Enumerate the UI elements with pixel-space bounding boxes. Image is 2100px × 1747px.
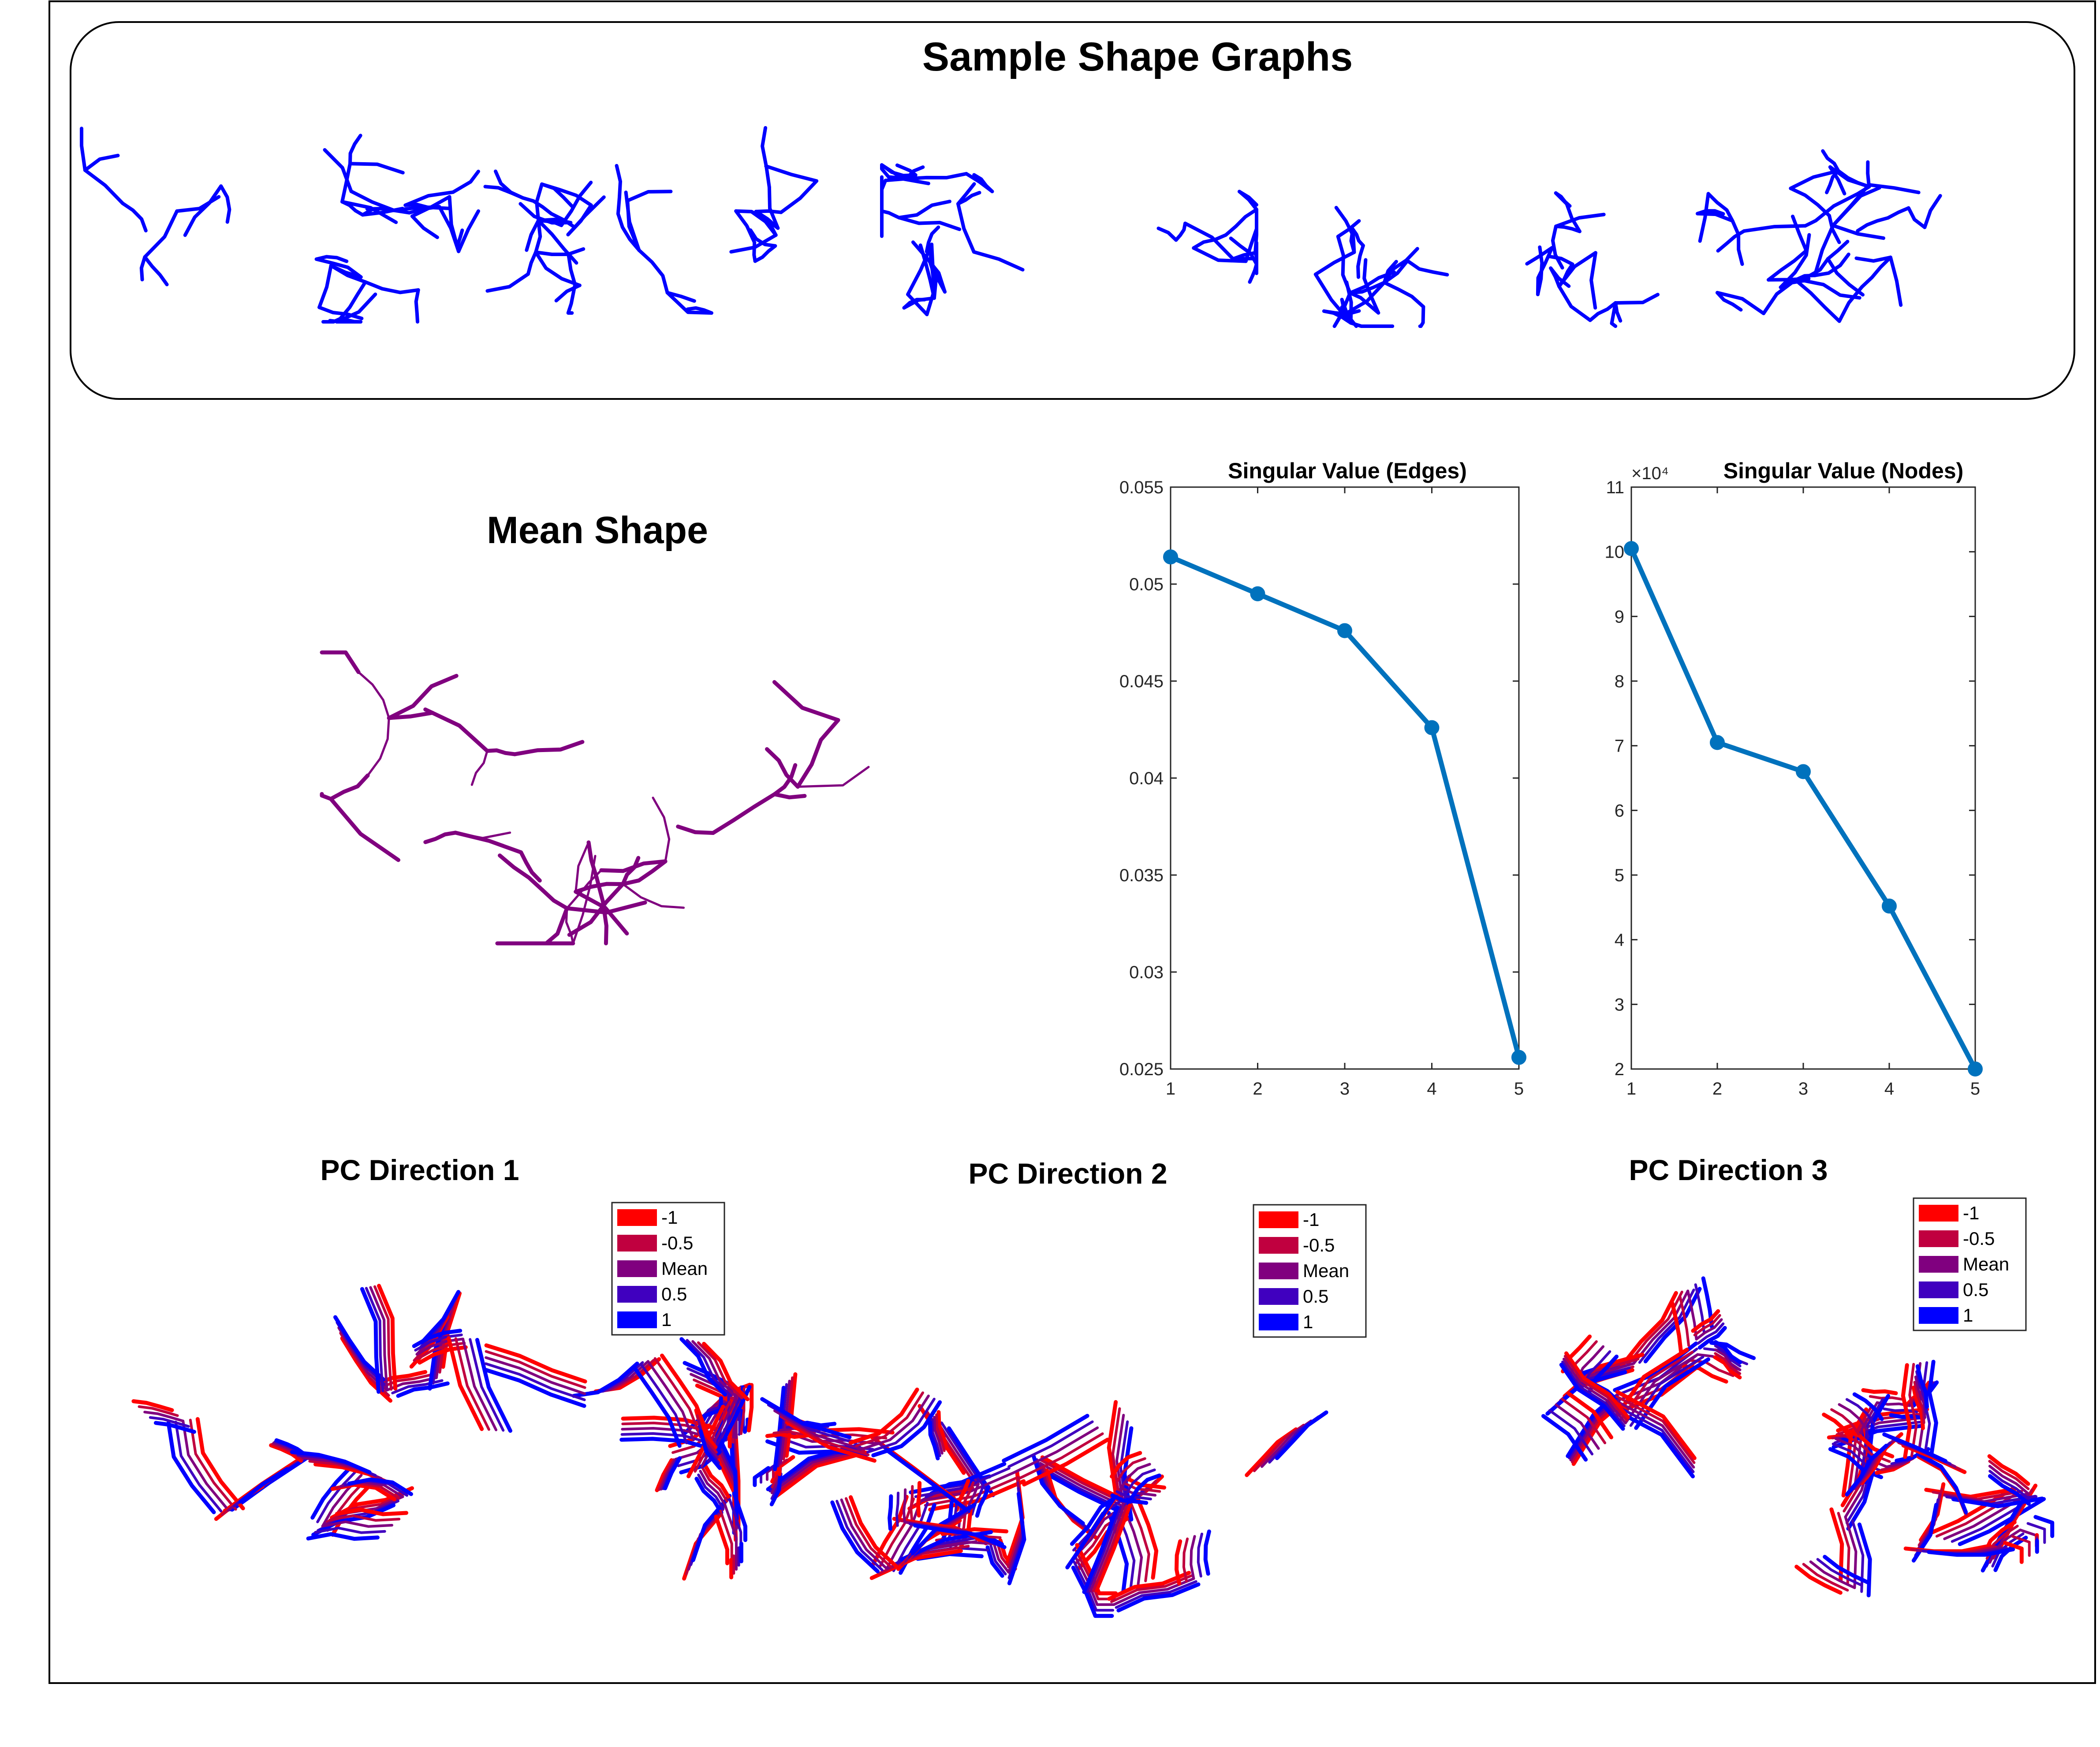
- pc3-title: PC Direction 3: [1629, 1154, 1828, 1186]
- legend-label: 0.5: [1963, 1279, 1988, 1300]
- legend-swatch: [617, 1235, 657, 1252]
- legend-label: 0.5: [661, 1284, 687, 1304]
- mean-title: Mean Shape: [487, 509, 708, 551]
- y-tick-label: 8: [1615, 672, 1624, 691]
- y-tick-label: 0.035: [1119, 866, 1164, 885]
- samples-panel-frame: [70, 21, 2075, 400]
- y-tick-label: 0.03: [1129, 963, 1164, 982]
- legend-label: 1: [1963, 1305, 1973, 1326]
- chart-singular-edges: Singular Value (Edges) 0.025 0.03 0.035 0.0…: [1119, 458, 1526, 1099]
- x-tick-label: 1: [1626, 1079, 1636, 1099]
- data-point: [1624, 541, 1639, 556]
- data-point: [1337, 623, 1352, 638]
- x-tick-label: 1: [1166, 1079, 1175, 1099]
- chart-singular-nodes: Singular Value (Nodes) ×10⁴ 234567891011…: [1605, 458, 1983, 1099]
- y-tick-label: 11: [1606, 478, 1624, 497]
- legend-label: 1: [1303, 1311, 1313, 1332]
- y-tick-label: 5: [1615, 866, 1624, 885]
- pc2-title: PC Direction 2: [968, 1157, 1167, 1190]
- y-tick-label: 0.055: [1119, 478, 1164, 497]
- pc-direction-graphs: [131, 1276, 2055, 1618]
- pc-direction-1-graph: [131, 1284, 754, 1581]
- legend-pc1: -1 -0.5 Mean 0.5 1: [611, 1202, 725, 1336]
- x-tick-label: 4: [1427, 1079, 1436, 1099]
- legend-pc2: -1 -0.5 Mean 0.5 1: [1253, 1204, 1367, 1338]
- x-tick-label: 2: [1253, 1079, 1262, 1099]
- legend-swatch: [1919, 1281, 1958, 1298]
- chart-nodes-title: Singular Value (Nodes): [1723, 458, 1964, 483]
- y-tick-label: 0.025: [1119, 1060, 1164, 1079]
- legend-swatch: [617, 1286, 657, 1303]
- y-tick-label: 4: [1615, 931, 1624, 950]
- sample-graphs: [80, 126, 1942, 328]
- x-tick-label: 2: [1712, 1079, 1722, 1099]
- legend-swatch: [1919, 1256, 1958, 1273]
- y-tick-label: 0.045: [1119, 672, 1164, 691]
- legend-label: -1: [1303, 1209, 1319, 1230]
- legend-swatch: [617, 1311, 657, 1328]
- x-tick-label: 3: [1340, 1079, 1350, 1099]
- x-tick-label: 5: [1514, 1079, 1524, 1099]
- data-point: [1882, 898, 1897, 914]
- y-tick-label: 6: [1615, 801, 1624, 820]
- legend-swatch: [1259, 1211, 1298, 1228]
- legend-label: Mean: [661, 1258, 708, 1279]
- legend-label: Mean: [1303, 1260, 1349, 1281]
- y-tick-label: 3: [1615, 995, 1624, 1014]
- mean-shape-graph: [320, 650, 870, 946]
- y-tick-label: 0.05: [1129, 575, 1164, 594]
- x-tick-label: 3: [1798, 1079, 1808, 1099]
- y-tick-label: 10: [1605, 543, 1625, 562]
- legend-swatch: [1259, 1314, 1298, 1330]
- pc-direction-2-graph: [753, 1372, 1328, 1618]
- pc1-title: PC Direction 1: [320, 1154, 519, 1186]
- legend-swatch: [1919, 1205, 1958, 1222]
- legend-swatch: [617, 1209, 657, 1226]
- legend-label: -0.5: [1963, 1228, 1995, 1249]
- samples-title: Sample Shape Graphs: [922, 34, 1353, 79]
- legend-pc3: -1 -0.5 Mean 0.5 1: [1913, 1197, 2027, 1331]
- data-point: [1710, 735, 1725, 750]
- data-point: [1796, 764, 1811, 779]
- pc-direction-3-graph: [1541, 1276, 2055, 1598]
- figure-border: [48, 0, 2096, 1684]
- sample-graph-2: [483, 126, 819, 315]
- legend-label: -1: [1963, 1203, 1979, 1223]
- legend-swatch: [1259, 1263, 1298, 1279]
- legend-swatch: [617, 1260, 657, 1277]
- legend-label: -0.5: [661, 1233, 693, 1253]
- legend-swatch: [1259, 1288, 1298, 1305]
- legend-label: -1: [661, 1207, 678, 1228]
- chart-nodes-multiplier: ×10⁴: [1631, 464, 1669, 483]
- y-tick-label: 7: [1615, 737, 1624, 756]
- data-point: [1250, 586, 1265, 601]
- legend-label: -0.5: [1303, 1235, 1335, 1255]
- legend-label: 0.5: [1303, 1286, 1328, 1307]
- data-point: [1163, 549, 1178, 565]
- legend-swatch: [1919, 1307, 1958, 1324]
- y-tick-label: 2: [1615, 1060, 1624, 1079]
- data-point: [1511, 1050, 1526, 1065]
- y-tick-label: 0.04: [1129, 769, 1164, 788]
- sample-graph-4: [1313, 191, 1660, 328]
- chart-edges-title: Singular Value (Edges): [1228, 458, 1467, 483]
- y-tick-label: 9: [1615, 607, 1624, 626]
- legend-swatch: [1259, 1237, 1298, 1254]
- plot-area: [1170, 486, 1520, 1070]
- legend-label: 1: [661, 1309, 671, 1330]
- legend-swatch: [1919, 1230, 1958, 1247]
- data-point: [1968, 1062, 1983, 1077]
- sample-graph-1: [80, 127, 480, 324]
- sample-graph-3: [880, 163, 1258, 317]
- data-point: [1424, 720, 1440, 735]
- x-tick-label: 4: [1884, 1079, 1894, 1099]
- legend-label: Mean: [1963, 1254, 2009, 1274]
- x-tick-label: 5: [1970, 1079, 1980, 1099]
- pc-legends: -1 -0.5 Mean 0.5 1 -1 -0.5 Mean 0.5 1 -1 -0.5 Mean 0.…: [611, 1197, 2027, 1338]
- sample-graph-5: [1696, 149, 1942, 323]
